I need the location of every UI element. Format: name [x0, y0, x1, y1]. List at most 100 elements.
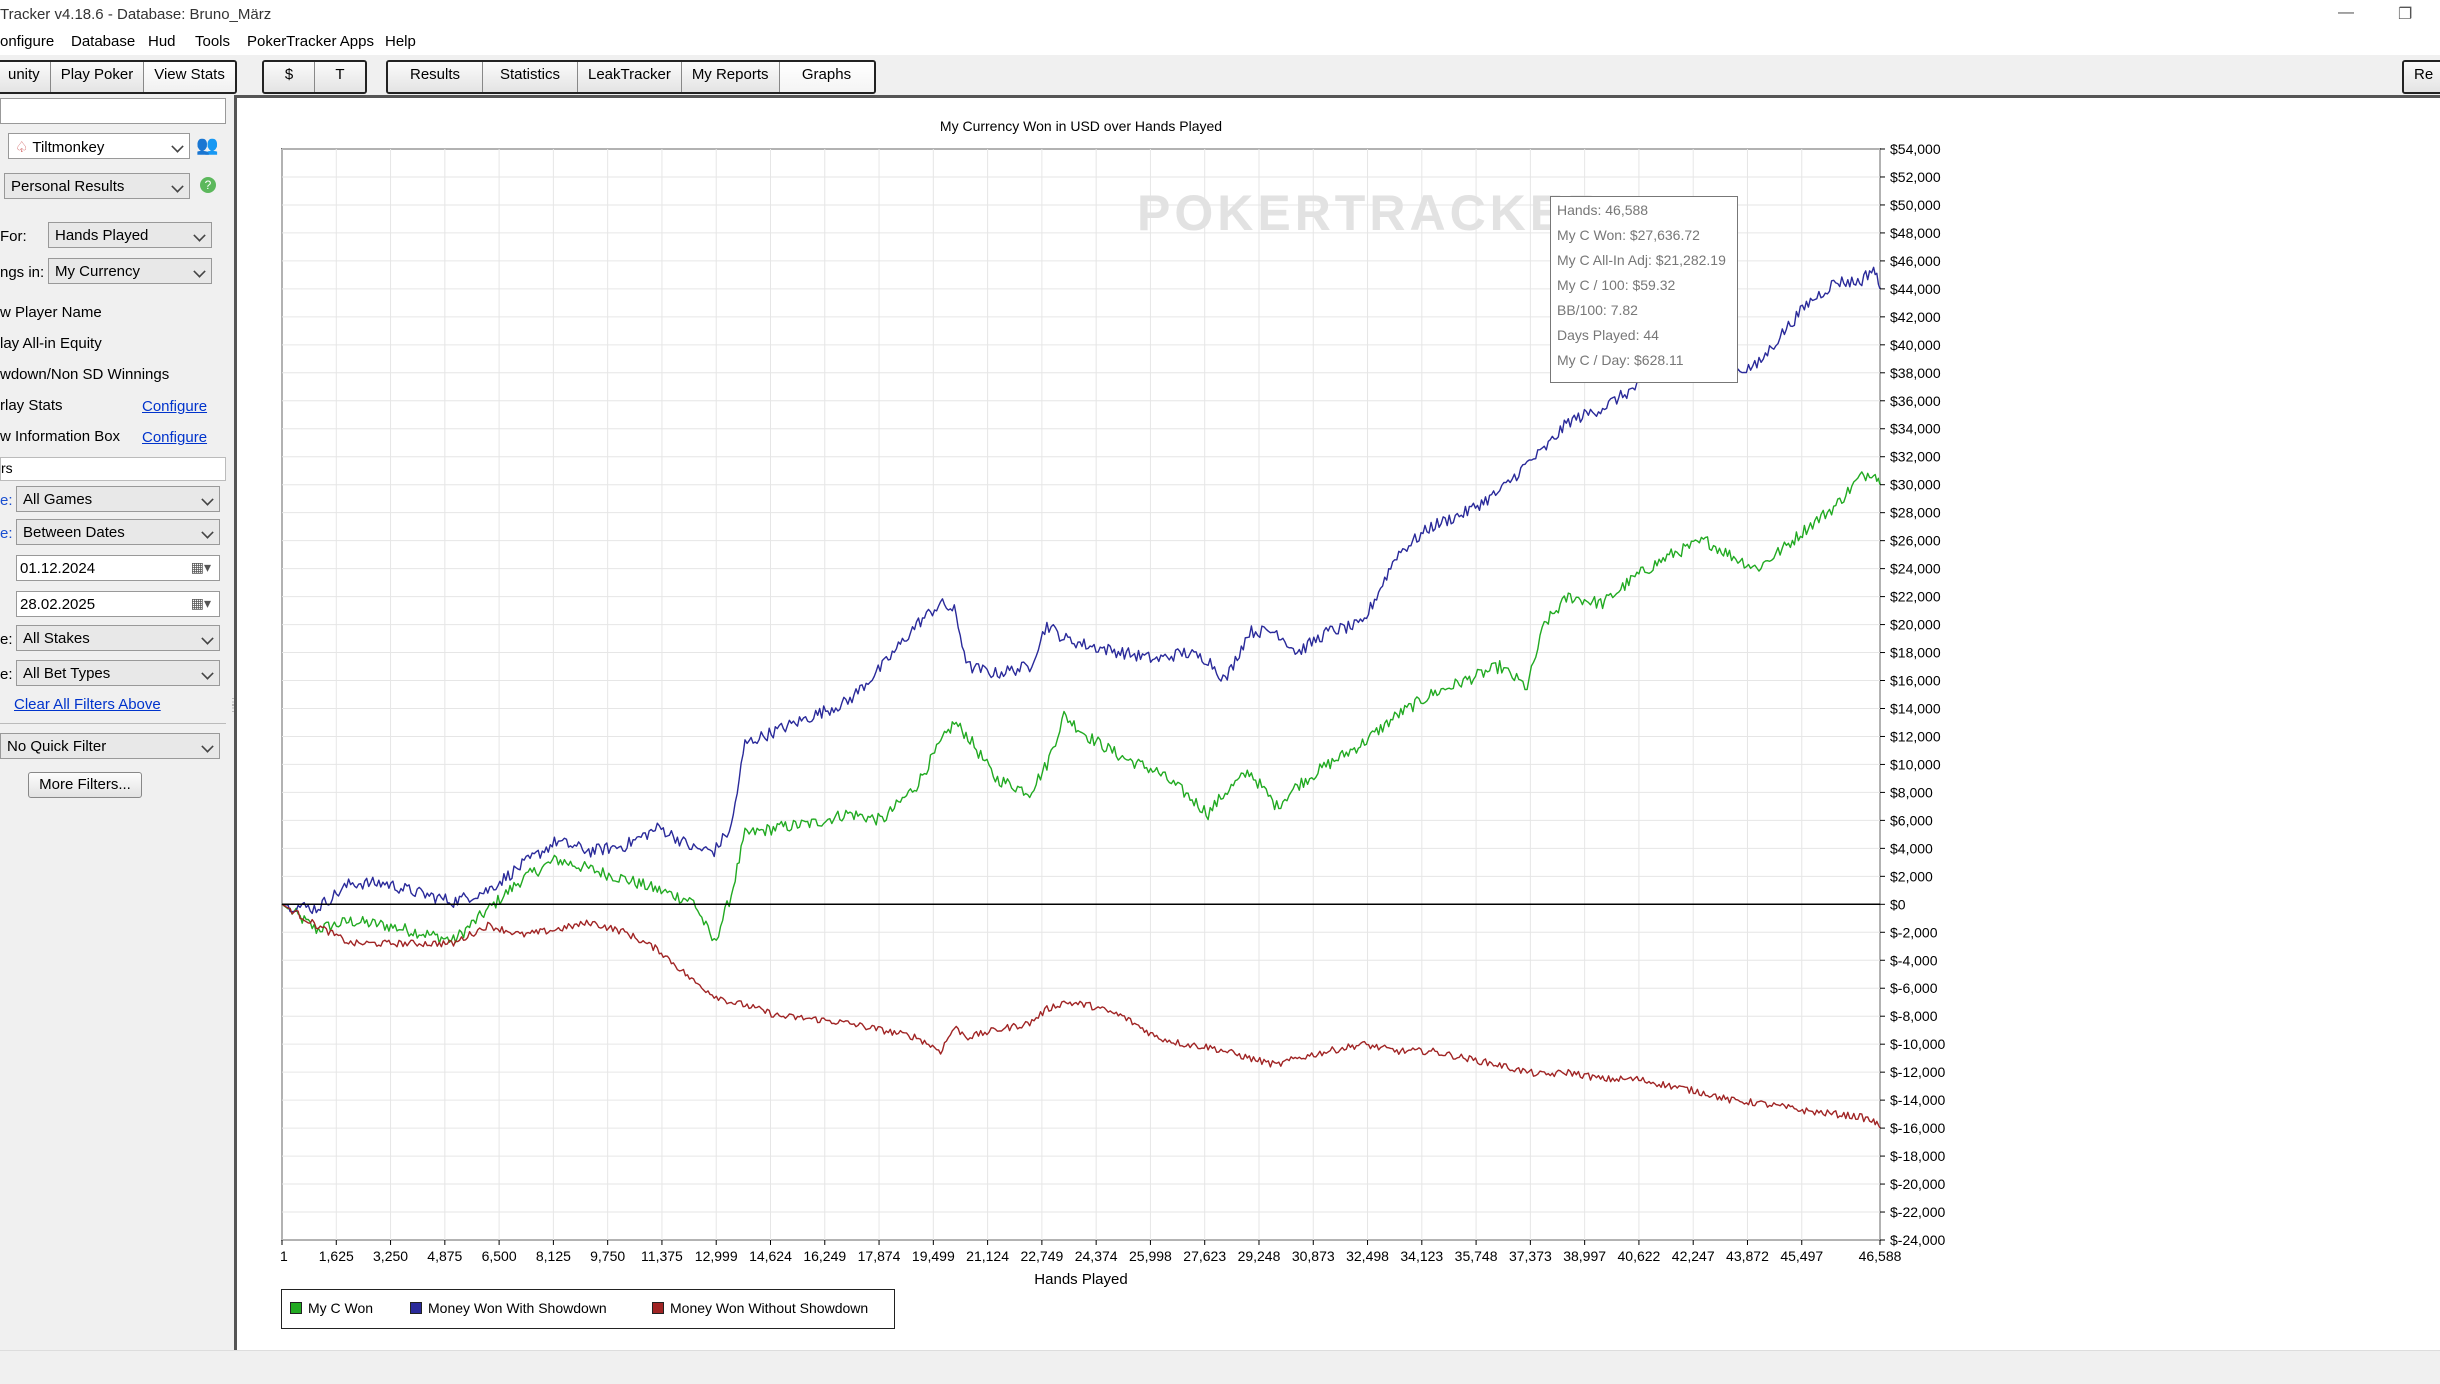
- stakes-filter-select[interactable]: All Stakes: [16, 625, 220, 651]
- filters-header: rs: [0, 457, 226, 481]
- y-tick-label: $52,000: [1890, 169, 1941, 185]
- chevron-down-icon: [193, 229, 206, 242]
- clear-filters-link[interactable]: Clear All Filters Above: [14, 696, 161, 713]
- y-tick-label: $-12,000: [1890, 1064, 1945, 1080]
- restore-icon[interactable]: ❐: [2398, 6, 2413, 23]
- y-tick-label: $46,000: [1890, 253, 1941, 269]
- winnings-in-select[interactable]: My Currency: [48, 258, 212, 284]
- y-tick-label: $-24,000: [1890, 1232, 1945, 1248]
- menu-hud[interactable]: Hud: [148, 33, 176, 50]
- chevron-down-icon: [201, 632, 214, 645]
- view-select[interactable]: Personal Results: [4, 173, 190, 199]
- y-tick-label: $30,000: [1890, 477, 1941, 493]
- date-range-select[interactable]: Between Dates: [16, 519, 220, 545]
- window-title: Tracker v4.18.6 - Database: Bruno_März: [0, 6, 272, 23]
- info-per-100: My C / 100: $59.32: [1557, 277, 1676, 293]
- y-tick-label: $-20,000: [1890, 1176, 1945, 1192]
- date-from-input[interactable]: 01.12.2024 ▦▾: [16, 555, 220, 581]
- calendar-icon[interactable]: ▦▾: [190, 559, 211, 575]
- view-tabs-group: Results Statistics LeakTracker My Report…: [386, 60, 876, 94]
- quick-filter-select[interactable]: No Quick Filter: [0, 733, 220, 759]
- view-stats-button[interactable]: View Stats: [144, 62, 235, 92]
- menu-tools[interactable]: Tools: [195, 33, 231, 50]
- y-tick-label: $18,000: [1890, 645, 1941, 661]
- player-select[interactable]: ♤ Tiltmonkey: [8, 133, 190, 159]
- y-tick-label: $8,000: [1890, 784, 1933, 800]
- menu-help[interactable]: Help: [385, 33, 416, 50]
- chevron-down-icon: [201, 667, 214, 680]
- nav-group: unity Play Poker View Stats: [0, 60, 237, 94]
- x-tick-label: 43,872: [1726, 1248, 1769, 1264]
- y-tick-label: $44,000: [1890, 281, 1941, 297]
- game-type-filter-select[interactable]: All Games: [16, 486, 220, 512]
- help-icon[interactable]: ?: [200, 177, 216, 193]
- info-hands: Hands: 46,588: [1557, 202, 1649, 218]
- overlay-stats-configure-link[interactable]: Configure: [142, 398, 208, 415]
- community-button[interactable]: unity: [0, 62, 51, 92]
- date-to-input[interactable]: 28.02.2025 ▦▾: [16, 591, 220, 617]
- chart-svg: POKERTRACKER $54,000 $52,000 $50,000 $48,00…: [280, 118, 1945, 1288]
- bet-type-filter-select[interactable]: All Bet Types: [16, 660, 220, 686]
- minimize-icon[interactable]: —: [2338, 4, 2354, 21]
- leaktracker-tab[interactable]: LeakTracker: [578, 62, 682, 92]
- game-type-filter-label: e:: [0, 492, 13, 509]
- graph-for-label: For:: [0, 228, 27, 245]
- info-allin-adj: My C All-In Adj: $21,282.19: [1557, 252, 1726, 268]
- graph-for-select[interactable]: Hands Played: [48, 222, 212, 248]
- option-show-info-box[interactable]: w Information Box: [0, 428, 121, 445]
- y-tick-label: $34,000: [1890, 421, 1941, 437]
- y-tick-label: $-4,000: [1890, 952, 1938, 968]
- calendar-icon[interactable]: ▦▾: [190, 595, 211, 611]
- y-tick-label: $16,000: [1890, 673, 1941, 689]
- legend-item-my-c-won[interactable]: My C Won: [290, 1300, 373, 1316]
- y-axis: $54,000 $52,000 $50,000 $48,000 $46,000 $44,0…: [1880, 141, 1945, 1248]
- chevron-down-icon: [201, 493, 214, 506]
- legend-item-non-showdown[interactable]: Money Won Without Showdown: [652, 1300, 868, 1316]
- option-show-player-name[interactable]: w Player Name: [0, 304, 102, 321]
- y-tick-label: $0: [1890, 896, 1906, 912]
- splitter-grip[interactable]: ⋮ ⋮: [228, 697, 238, 714]
- legend-swatch: [410, 1302, 422, 1314]
- y-tick-label: $48,000: [1890, 225, 1941, 241]
- legend-swatch: [652, 1302, 664, 1314]
- results-tab[interactable]: Results: [388, 62, 483, 92]
- player-select-value: ♤ Tiltmonkey: [15, 139, 105, 156]
- x-tick-label: 24,374: [1075, 1248, 1118, 1264]
- y-tick-label: $-14,000: [1890, 1092, 1945, 1108]
- series-line-showdown: [281, 266, 1881, 915]
- info-box-configure-link[interactable]: Configure: [142, 429, 208, 446]
- y-tick-label: $42,000: [1890, 309, 1941, 325]
- date-filter-label: e:: [0, 525, 13, 542]
- legend-item-showdown[interactable]: Money Won With Showdown: [410, 1300, 607, 1316]
- option-showdown-winnings[interactable]: wdown/Non SD Winnings: [0, 366, 170, 383]
- refresh-button[interactable]: Re: [2404, 62, 2440, 92]
- option-overlay-stats[interactable]: rlay Stats: [0, 397, 63, 414]
- x-tick-label: 19,499: [912, 1248, 955, 1264]
- x-tick-label: 8,125: [536, 1248, 571, 1264]
- player-search-input[interactable]: [0, 98, 226, 124]
- my-reports-tab[interactable]: My Reports: [681, 62, 780, 92]
- cash-games-button[interactable]: $: [264, 62, 315, 92]
- x-tick-label: 38,997: [1563, 1248, 1606, 1264]
- more-filters-button[interactable]: More Filters...: [28, 772, 142, 798]
- menu-database[interactable]: Database: [71, 33, 136, 50]
- y-tick-label: $-6,000: [1890, 980, 1938, 996]
- play-poker-button[interactable]: Play Poker: [50, 62, 145, 92]
- statistics-tab[interactable]: Statistics: [483, 62, 578, 92]
- y-tick-label: $-10,000: [1890, 1036, 1945, 1052]
- winnings-in-label: ngs in:: [0, 264, 45, 281]
- menu-configure[interactable]: onfigure: [0, 33, 55, 50]
- option-display-allin-equity[interactable]: lay All-in Equity: [0, 335, 102, 352]
- menu-pokertracker-apps[interactable]: PokerTracker Apps: [247, 33, 374, 50]
- legend-swatch: [290, 1302, 302, 1314]
- x-tick-label: 1,625: [319, 1248, 354, 1264]
- x-tick-label: 11,375: [641, 1248, 683, 1264]
- player-site-icon: ♤: [15, 139, 29, 156]
- tournaments-button[interactable]: T: [315, 62, 365, 92]
- info-days-played: Days Played: 44: [1557, 327, 1659, 343]
- players-icon[interactable]: 👥: [196, 135, 219, 155]
- y-tick-label: $50,000: [1890, 197, 1941, 213]
- x-tick-label: 40,622: [1618, 1248, 1661, 1264]
- graphs-tab[interactable]: Graphs: [779, 62, 874, 92]
- x-tick-label: 4,875: [427, 1248, 462, 1264]
